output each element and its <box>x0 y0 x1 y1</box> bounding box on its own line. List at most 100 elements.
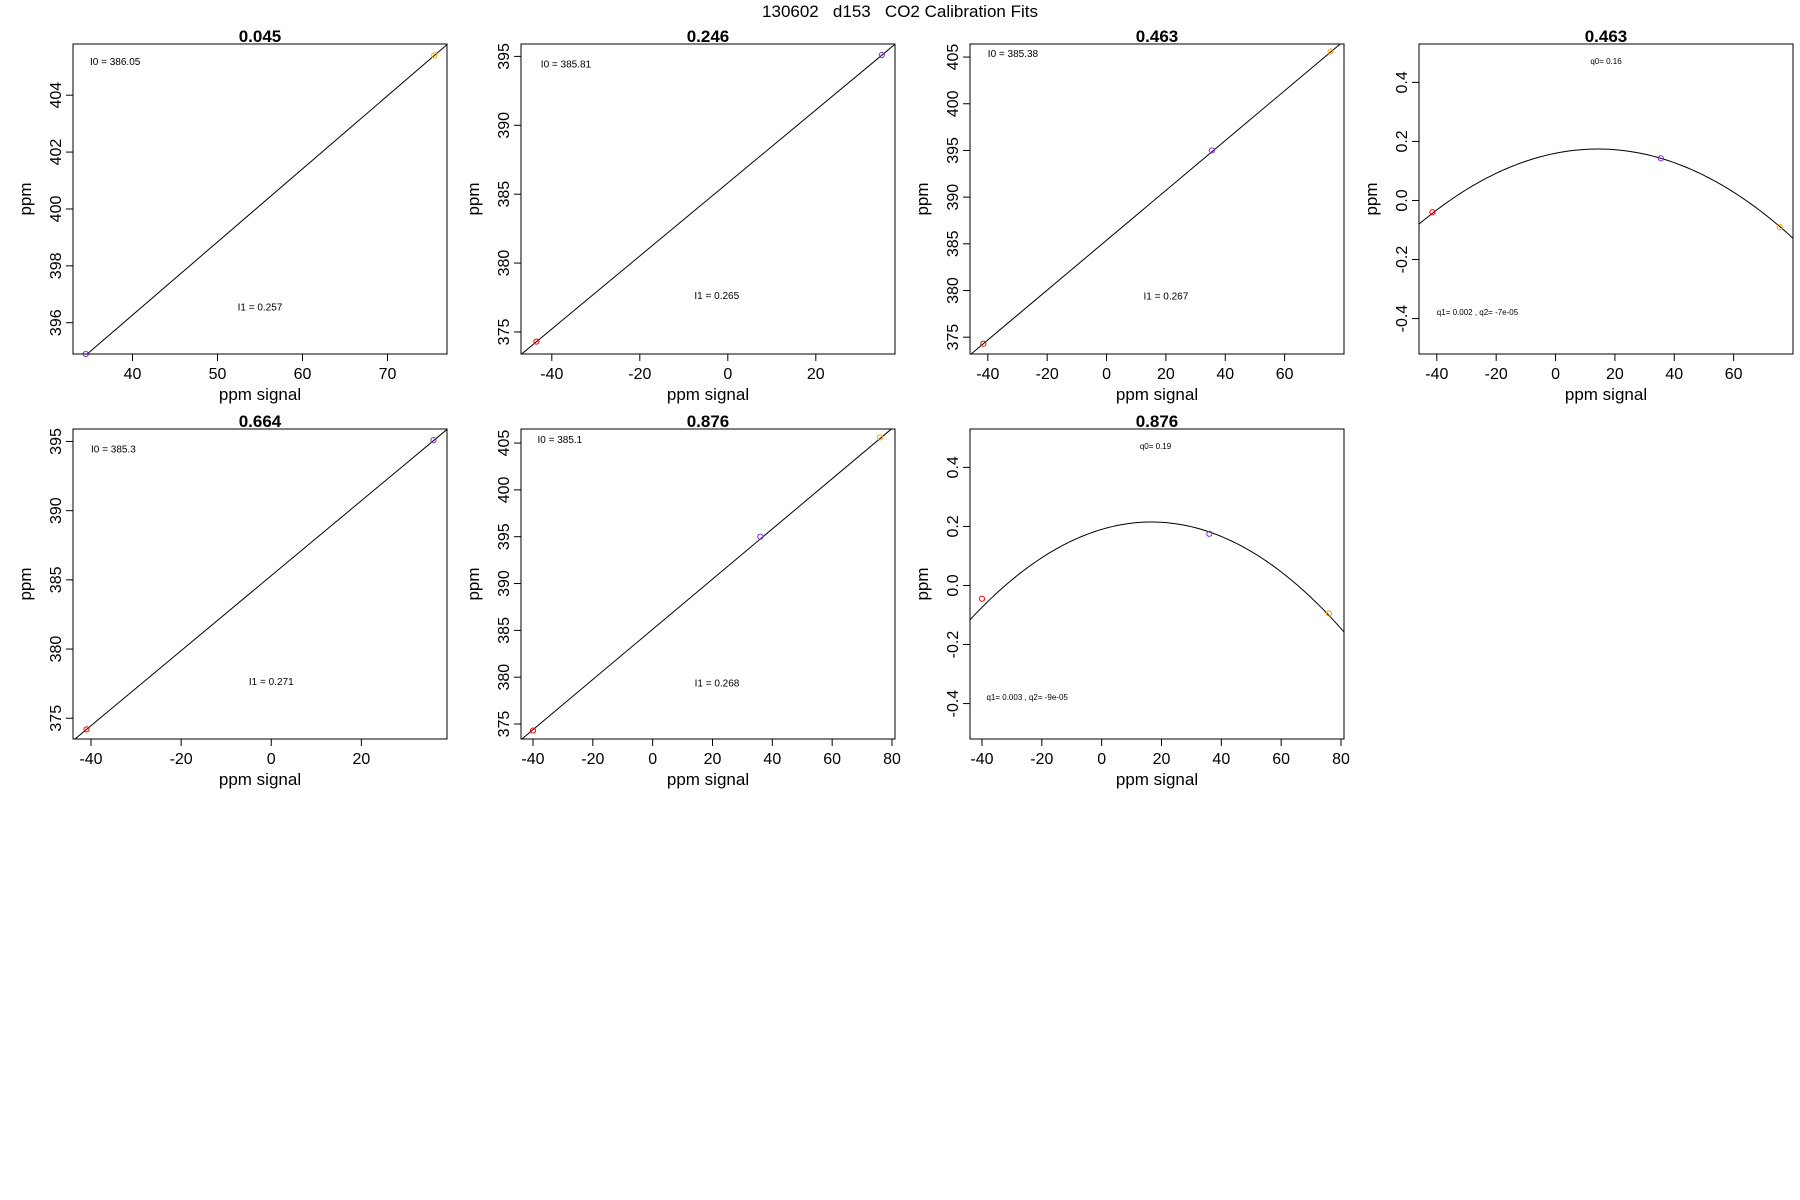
data-point <box>1325 610 1333 617</box>
x-tick-label: 0 <box>648 751 657 768</box>
panel-3: -40 -20 0 20 40 60 375 380 385 390 395 400 405 ppm si… <box>913 27 1345 404</box>
fit-line <box>74 429 447 739</box>
x-axis-label: ppm signal <box>1116 770 1198 789</box>
data-point <box>431 52 438 59</box>
panel-5: -40 -20 0 20 375 380 385 390 395 ppm signal ppm 0.6… <box>16 412 448 789</box>
data-point <box>533 338 540 345</box>
y-tick-label: 404 <box>48 82 65 109</box>
x-tick-label: 0 <box>1102 366 1111 383</box>
fit-annotation: I1 = 0.267 <box>1144 292 1189 303</box>
plot-frame <box>520 43 896 355</box>
panel-title: 0.876 <box>1136 412 1179 431</box>
fit-annotation: I0 = 385.3 <box>91 444 136 455</box>
panel-title: 0.664 <box>239 412 282 431</box>
data-point <box>878 51 885 59</box>
x-tick-label: 20 <box>1153 751 1171 768</box>
fit-annotation: I1 = 0.257 <box>238 302 283 313</box>
y-tick-label: 385 <box>945 230 962 257</box>
fit-annotation: q1= 0.002 , q2= -7e-05 <box>1437 308 1519 317</box>
fit-annotation: I0 = 385.38 <box>988 49 1039 60</box>
x-tick-label: 0 <box>1097 751 1106 768</box>
x-tick-label: 0 <box>1551 366 1560 383</box>
fit-annotation: I0 = 386.05 <box>90 57 141 68</box>
fit-line <box>521 44 895 354</box>
y-tick-label: 385 <box>48 566 65 593</box>
y-tick-label: 395 <box>496 43 513 70</box>
y-axis-label: ppm <box>464 182 483 215</box>
y-axis-label: ppm <box>16 182 35 215</box>
panel-title: 0.876 <box>687 412 730 431</box>
y-tick-label: 390 <box>496 570 513 597</box>
data-point <box>876 434 884 441</box>
x-axis-label: ppm signal <box>1565 385 1647 404</box>
data-point <box>1206 530 1213 537</box>
panel-title: 0.246 <box>687 27 730 46</box>
panel-4: -40 -20 0 20 40 60 -0.4 -0.2 0.0 0.2 0.4 ppm signal… <box>1362 27 1794 404</box>
panel-2: -40 -20 0 20 375 380 385 390 395 ppm signal ppm 0.2… <box>464 27 896 404</box>
data-point <box>83 726 90 733</box>
y-tick-label: 395 <box>496 523 513 550</box>
y-tick-label: 380 <box>48 636 65 663</box>
y-axis-label: ppm <box>464 567 483 600</box>
x-tick-label: -40 <box>976 366 999 383</box>
plot-frame <box>969 43 1345 355</box>
panel-title: 0.463 <box>1585 27 1628 46</box>
fit-line <box>970 44 1341 354</box>
y-tick-label: 380 <box>496 250 513 277</box>
y-tick-label: 0.0 <box>1394 189 1411 211</box>
fit-annotation: I0 = 385.1 <box>537 435 582 446</box>
panel-1: 40 50 60 70 396 398 400 402 404 ppm signal ppm 0.04… <box>16 27 448 404</box>
x-tick-label: 40 <box>124 366 142 383</box>
x-tick-label: 40 <box>1212 751 1230 768</box>
y-tick-label: 390 <box>945 184 962 211</box>
fit-line <box>86 44 447 354</box>
fit-annotation: I1 = 0.268 <box>695 678 740 689</box>
x-tick-label: 60 <box>294 366 312 383</box>
y-tick-label: 390 <box>48 497 65 524</box>
panel-title: 0.045 <box>239 27 282 46</box>
data-point <box>978 595 986 602</box>
fit-line <box>970 521 1344 633</box>
fit-annotation: q1= 0.003 , q2= -9e-05 <box>986 693 1068 702</box>
x-axis-label: ppm signal <box>219 385 301 404</box>
x-tick-label: -20 <box>1036 366 1059 383</box>
data-point <box>430 436 437 444</box>
x-tick-label: 20 <box>807 366 825 383</box>
y-tick-label: 375 <box>496 711 513 738</box>
x-tick-label: -20 <box>628 366 651 383</box>
y-tick-label: 380 <box>496 664 513 691</box>
y-tick-label: 400 <box>48 196 65 223</box>
x-tick-label: -40 <box>970 751 993 768</box>
x-tick-label: 40 <box>763 751 781 768</box>
x-tick-label: 40 <box>1216 366 1234 383</box>
x-tick-label: 0 <box>723 366 732 383</box>
fit-line <box>521 429 893 739</box>
x-tick-label: 60 <box>823 751 841 768</box>
y-tick-label: 375 <box>945 324 962 351</box>
y-tick-label: 398 <box>48 252 65 279</box>
x-tick-label: -40 <box>79 751 102 768</box>
y-axis-label: ppm <box>913 182 932 215</box>
x-tick-label: 20 <box>352 751 370 768</box>
x-tick-label: -20 <box>1485 366 1508 383</box>
y-tick-label: 395 <box>48 428 65 455</box>
x-tick-label: 20 <box>704 751 722 768</box>
x-tick-label: 20 <box>1606 366 1624 383</box>
fit-line <box>1419 148 1793 239</box>
fit-annotation: q0= 0.16 <box>1590 57 1622 66</box>
x-tick-label: 70 <box>379 366 397 383</box>
x-tick-label: -40 <box>540 366 563 383</box>
y-tick-label: 0.0 <box>945 574 962 596</box>
x-tick-label: 0 <box>267 751 276 768</box>
x-axis-label: ppm signal <box>1116 385 1198 404</box>
data-point <box>1657 155 1665 162</box>
x-tick-label: -40 <box>521 751 544 768</box>
x-axis-label: ppm signal <box>667 770 749 789</box>
y-tick-label: 390 <box>496 112 513 139</box>
y-tick-label: 402 <box>48 139 65 166</box>
y-tick-label: 405 <box>496 430 513 457</box>
y-axis-label: ppm <box>16 567 35 600</box>
fit-annotation: I1 = 0.265 <box>694 291 739 302</box>
x-axis-label: ppm signal <box>219 770 301 789</box>
